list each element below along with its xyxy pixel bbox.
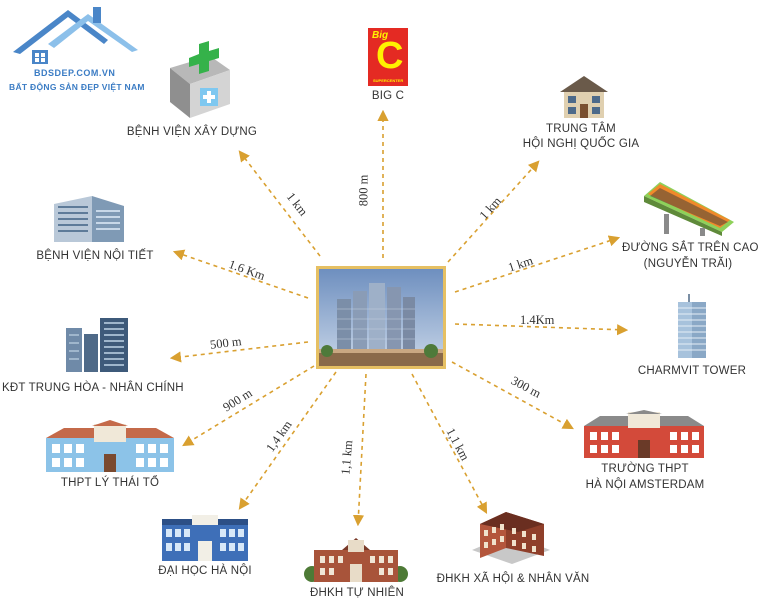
apartment-towers-photo <box>316 266 446 369</box>
logo-site-name: BDSDEP.COM.VN <box>34 68 116 78</box>
place-label-amsterdam-line2: HÀ NỘI AMSTERDAM <box>585 479 705 491</box>
arrow-thpt-ly-thai-to <box>182 365 315 447</box>
house-icon[interactable] <box>556 72 612 120</box>
arrow-dai-hoc-ha-noi <box>238 371 337 510</box>
place-label-amsterdam-line1: TRƯỜNG THPT <box>601 463 689 475</box>
place-label-thpt-ly-thai-to: THPT LÝ THÁI TỔ <box>60 477 160 489</box>
place-label-benh-vien-xay-dung: BỆNH VIỆN XÂY DỰNG <box>126 126 258 138</box>
place-label-dhkh-xa-hoi: ĐHKH XÃ HỘI & NHÂN VĂN <box>436 573 590 585</box>
arrow-dhkh-tu-nhien <box>352 373 367 527</box>
house-roof-logo-icon <box>13 7 138 64</box>
arrow-dhkh-xa-hoi <box>411 373 488 514</box>
place-label-dhkh-tu-nhien: ĐHKH TỰ NHIÊN <box>310 587 404 599</box>
towers-icon <box>319 269 443 366</box>
place-label-duong-sat-line1: ĐƯỜNG SẮT TRÊN CAO <box>622 242 759 254</box>
school-red-icon[interactable] <box>582 410 706 458</box>
arrow-kdt-trung-hoa <box>169 341 309 363</box>
place-label-trung-tam-line2: HỘI NGHỊ QUỐC GIA <box>522 138 640 150</box>
big-c-logo-icon[interactable]: Big C SUPERCENTER <box>368 28 408 86</box>
university-icon[interactable] <box>160 515 250 561</box>
school-icon[interactable] <box>44 420 176 472</box>
place-label-charmvit: CHARMVIT TOWER <box>637 365 747 377</box>
skyscrapers-icon[interactable] <box>64 318 132 372</box>
place-label-benh-vien-noi-tiet: BỆNH VIỆN NỘI TIẾT <box>36 250 154 262</box>
arrow-amsterdam <box>451 361 574 430</box>
place-label-duong-sat-line2: (NGUYỄN TRÃI) <box>643 258 733 270</box>
place-label-kdt-trung-hoa: KĐT TRUNG HÒA - NHÂN CHÍNH <box>2 382 184 394</box>
logo-tagline: BẤT ĐỘNG SẢN ĐẸP VIỆT NAM <box>9 82 145 92</box>
hospital-icon[interactable] <box>165 40 235 120</box>
tower-icon[interactable] <box>674 294 710 358</box>
distance-charmvit: 1.4Km <box>520 313 555 327</box>
arrow-trung-tam-hoi-nghi <box>447 160 540 263</box>
metro-train-icon[interactable] <box>640 178 740 236</box>
office-building-icon[interactable] <box>52 196 128 244</box>
place-label-trung-tam-line1: TRUNG TÂM <box>546 123 616 135</box>
place-label-dai-hoc-ha-noi: ĐẠI HỌC HÀ NỘI <box>158 565 252 577</box>
brick-campus-icon[interactable] <box>470 504 552 564</box>
distance-dhkh-tu-nhien: 1,1 km <box>338 439 356 476</box>
distance-big-c: 800 m <box>356 174 371 207</box>
arrow-benh-vien-xay-dung <box>238 150 321 257</box>
arrow-duong-sat <box>454 235 621 293</box>
place-label-big-c: BIG C <box>371 90 405 102</box>
university-brick-icon[interactable] <box>304 534 408 582</box>
site-logo[interactable] <box>8 2 143 97</box>
